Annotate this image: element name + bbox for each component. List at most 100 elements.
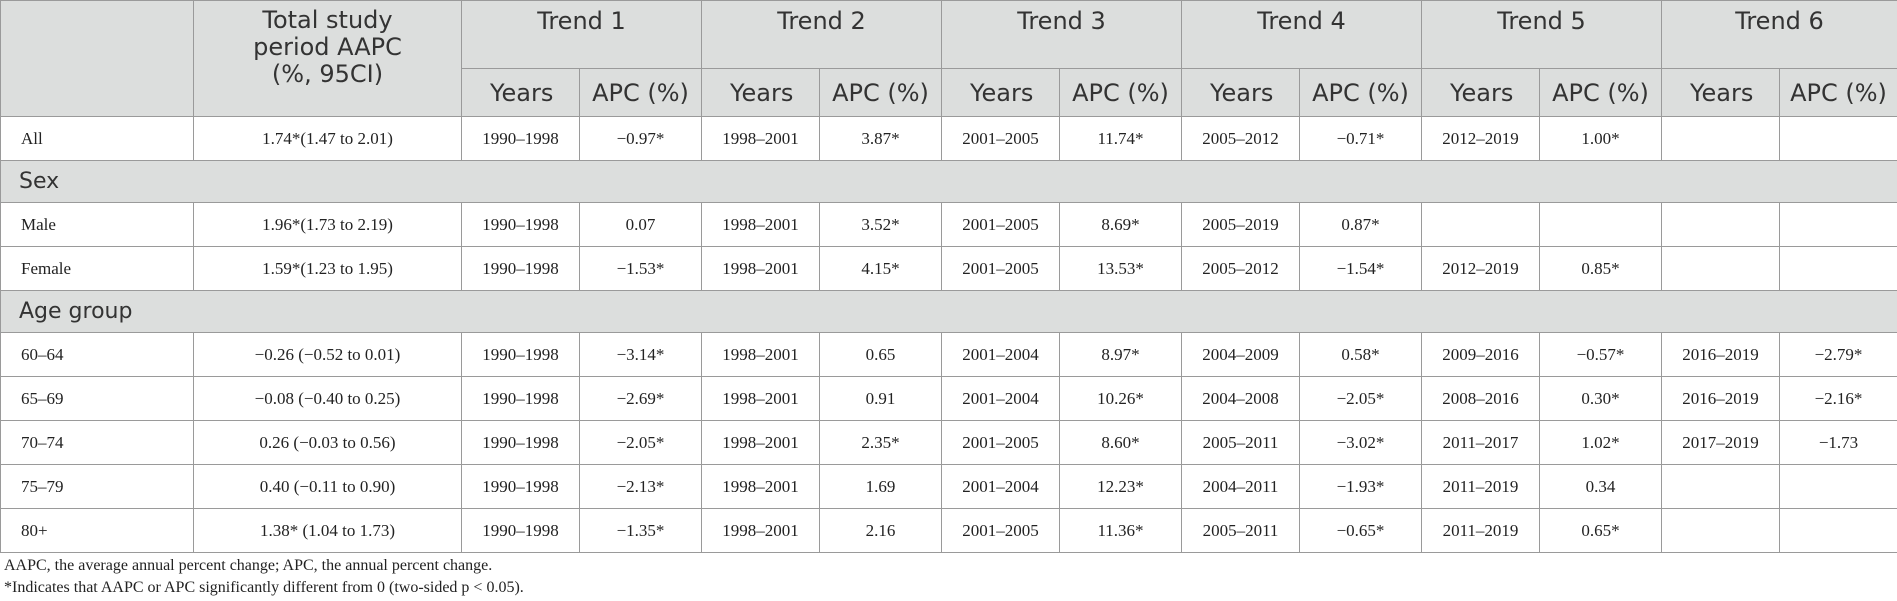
header-corner-cell	[0, 0, 194, 117]
trend-apc-cell-1: −2.69*	[579, 376, 702, 421]
trend-years-cell-4: 2004–2009	[1181, 332, 1300, 377]
trend-apc-cell-6	[1779, 246, 1897, 291]
trend-years-cell-3: 2001–2005	[941, 420, 1060, 465]
trend-apc-cell-2: 0.65	[819, 332, 942, 377]
header-apc-4: APC (%)	[1299, 68, 1422, 117]
total-aapc-cell: 0.40 (−0.11 to 0.90)	[193, 464, 462, 509]
trend-years-cell-2: 1998–2001	[701, 508, 820, 553]
header-total-aapc: Total study period AAPC (%, 95CI)	[193, 0, 462, 117]
trend-years-cell-2: 1998–2001	[701, 420, 820, 465]
footnote-significance: *Indicates that AAPC or APC significantl…	[4, 579, 524, 596]
trend-apc-cell-2: 2.35*	[819, 420, 942, 465]
trend-years-cell-1: 1990–1998	[461, 464, 580, 509]
trend-years-cell-6	[1661, 508, 1780, 553]
table-row: All 1.74*(1.47 to 2.01) 1990–1998 −0.97* 199…	[0, 116, 1897, 161]
trend-years-cell-1: 1990–1998	[461, 420, 580, 465]
trend-years-cell-3: 2001–2004	[941, 376, 1060, 421]
total-aapc-cell: 0.26 (−0.03 to 0.56)	[193, 420, 462, 465]
trend-apc-cell-3: 11.74*	[1059, 116, 1182, 161]
section-label: Age group	[0, 290, 1897, 333]
header-trend-6: Trend 6	[1661, 0, 1897, 69]
row-label: All	[0, 116, 194, 161]
trend-years-cell-1: 1990–1998	[461, 116, 580, 161]
table-row: 70–74 0.26 (−0.03 to 0.56) 1990–1998 −2.05*…	[0, 420, 1897, 465]
trend-years-cell-5: 2011–2019	[1421, 508, 1540, 553]
trend-years-cell-5: 2008–2016	[1421, 376, 1540, 421]
trend-years-cell-3: 2001–2004	[941, 464, 1060, 509]
header-years-3: Years	[941, 68, 1060, 117]
trend-years-cell-3: 2001–2005	[941, 246, 1060, 291]
trend-apc-cell-2: 0.91	[819, 376, 942, 421]
section-label: Sex	[0, 160, 1897, 203]
trend-apc-cell-2: 4.15*	[819, 246, 942, 291]
trend-years-cell-5: 2012–2019	[1421, 246, 1540, 291]
header-years-4: Years	[1181, 68, 1300, 117]
row-label: 70–74	[0, 420, 194, 465]
trend-apc-cell-3: 13.53*	[1059, 246, 1182, 291]
trend-years-cell-5: 2012–2019	[1421, 116, 1540, 161]
trend-apc-cell-3: 11.36*	[1059, 508, 1182, 553]
trend-apc-cell-4: −0.71*	[1299, 116, 1422, 161]
trend-apc-cell-1: −2.05*	[579, 420, 702, 465]
trend-apc-cell-6	[1779, 202, 1897, 247]
total-aapc-cell: −0.08 (−0.40 to 0.25)	[193, 376, 462, 421]
row-label: 75–79	[0, 464, 194, 509]
header-apc-5: APC (%)	[1539, 68, 1662, 117]
row-label: 60–64	[0, 332, 194, 377]
trend-apc-cell-1: −1.53*	[579, 246, 702, 291]
row-label: 80+	[0, 508, 194, 553]
trend-years-cell-6	[1661, 246, 1780, 291]
trend-years-cell-3: 2001–2004	[941, 332, 1060, 377]
trend-apc-cell-6: −2.16*	[1779, 376, 1897, 421]
trend-apc-cell-4: −2.05*	[1299, 376, 1422, 421]
trend-years-cell-1: 1990–1998	[461, 246, 580, 291]
header-row-sub: Years APC (%) Years APC (%) Years APC (%…	[1, 68, 1897, 117]
trend-apc-cell-2: 1.69	[819, 464, 942, 509]
header-trend-3: Trend 3	[941, 0, 1182, 69]
trend-apc-cell-5	[1539, 202, 1662, 247]
trend-apc-cell-3: 8.60*	[1059, 420, 1182, 465]
trend-years-cell-1: 1990–1998	[461, 202, 580, 247]
trend-apc-cell-5: 0.65*	[1539, 508, 1662, 553]
trend-apc-cell-4: 0.58*	[1299, 332, 1422, 377]
trend-apc-cell-5: 1.00*	[1539, 116, 1662, 161]
trend-years-cell-2: 1998–2001	[701, 202, 820, 247]
trend-apc-cell-1: −1.35*	[579, 508, 702, 553]
trend-years-cell-6: 2016–2019	[1661, 376, 1780, 421]
trend-years-cell-2: 1998–2001	[701, 116, 820, 161]
total-aapc-cell: 1.74*(1.47 to 2.01)	[193, 116, 462, 161]
table-row: 65–69 −0.08 (−0.40 to 0.25) 1990–1998 −2.69…	[0, 376, 1897, 421]
header-apc-3: APC (%)	[1059, 68, 1182, 117]
table-row: Female 1.59*(1.23 to 1.95) 1990–1998 −1.53*…	[0, 246, 1897, 291]
trend-years-cell-6	[1661, 116, 1780, 161]
trend-years-cell-4: 2004–2011	[1181, 464, 1300, 509]
trend-years-cell-5: 2011–2017	[1421, 420, 1540, 465]
trend-apc-cell-6	[1779, 464, 1897, 509]
table-header: Total study period AAPC (%, 95CI) Trend …	[0, 0, 1897, 117]
trend-apc-cell-1: 0.07	[579, 202, 702, 247]
header-apc-2: APC (%)	[819, 68, 942, 117]
trend-years-cell-5: 2011–2019	[1421, 464, 1540, 509]
trend-apc-cell-5: 0.85*	[1539, 246, 1662, 291]
trend-years-cell-2: 1998–2001	[701, 332, 820, 377]
trend-apc-cell-1: −0.97*	[579, 116, 702, 161]
table-row: 75–79 0.40 (−0.11 to 0.90) 1990–1998 −2.13*…	[0, 464, 1897, 509]
total-aapc-cell: −0.26 (−0.52 to 0.01)	[193, 332, 462, 377]
row-label: 65–69	[0, 376, 194, 421]
trend-years-cell-6	[1661, 464, 1780, 509]
trend-apc-cell-4: −1.54*	[1299, 246, 1422, 291]
trend-years-cell-6	[1661, 202, 1780, 247]
trend-years-cell-4: 2004–2008	[1181, 376, 1300, 421]
trend-apc-cell-3: 12.23*	[1059, 464, 1182, 509]
trend-years-cell-5: 2009–2016	[1421, 332, 1540, 377]
table-row: 60–64 −0.26 (−0.52 to 0.01) 1990–1998 −3.14…	[0, 332, 1897, 377]
trend-apc-cell-4: −0.65*	[1299, 508, 1422, 553]
trend-years-cell-1: 1990–1998	[461, 508, 580, 553]
trend-apc-cell-3: 8.69*	[1059, 202, 1182, 247]
section-row: Age group	[0, 290, 1897, 333]
row-label: Female	[0, 246, 194, 291]
trend-years-cell-4: 2005–2011	[1181, 420, 1300, 465]
header-trend-2: Trend 2	[701, 0, 942, 69]
header-apc-1: APC (%)	[579, 68, 702, 117]
